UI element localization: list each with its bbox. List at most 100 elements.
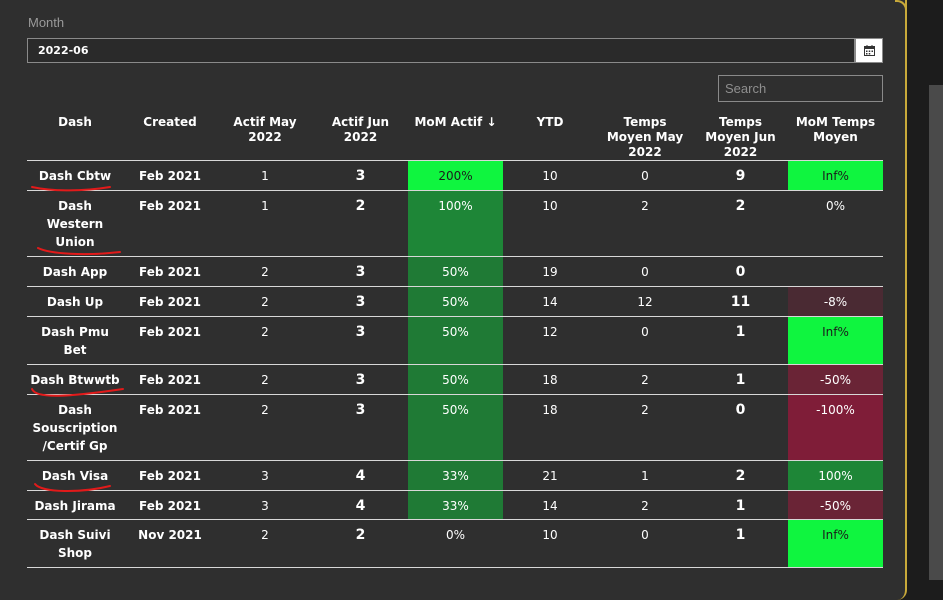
cell-actif-may: 2 <box>217 364 313 395</box>
cell-temps-may: 0 <box>597 256 693 287</box>
cell-dash: Dash Jirama <box>27 490 123 520</box>
cell-created: Feb 2021 <box>123 256 217 287</box>
cell-mom-temps: 0% <box>788 190 883 257</box>
cell-dash: Dash Pmu Bet <box>27 316 123 365</box>
cell-mom-temps: -8% <box>788 286 883 317</box>
cell-ytd: 14 <box>503 490 597 520</box>
col-header-ytd[interactable]: YTD <box>503 108 597 161</box>
cell-mom-temps: 100% <box>788 460 883 491</box>
col-header-actif-jun[interactable]: Actif Jun 2022 <box>313 108 408 161</box>
cell-created: Feb 2021 <box>123 394 217 461</box>
cell-actif-may: 1 <box>217 190 313 257</box>
cell-temps-may: 2 <box>597 394 693 461</box>
cell-temps-may: 0 <box>597 160 693 191</box>
table-row: Dash Western Union Feb 2021 1 2 100% 10 … <box>27 190 883 257</box>
cell-created: Feb 2021 <box>123 160 217 191</box>
col-header-actif-may[interactable]: Actif May 2022 <box>217 108 313 161</box>
cell-temps-jun: 11 <box>693 286 788 317</box>
dash-table: Dash Created Actif May 2022 Actif Jun 20… <box>27 108 883 568</box>
cell-actif-may: 2 <box>217 286 313 317</box>
cell-created: Feb 2021 <box>123 364 217 395</box>
cell-actif-jun: 4 <box>313 460 408 491</box>
page-scrollbar[interactable] <box>929 85 943 580</box>
cell-temps-jun: 1 <box>693 519 788 568</box>
table-row: Dash Up Feb 2021 2 3 50% 14 12 11 -8% <box>27 286 883 317</box>
cell-temps-may: 2 <box>597 190 693 257</box>
cell-actif-jun: 3 <box>313 316 408 365</box>
cell-created: Feb 2021 <box>123 190 217 257</box>
cell-created: Feb 2021 <box>123 286 217 317</box>
cell-actif-may: 3 <box>217 460 313 491</box>
cell-actif-jun: 4 <box>313 490 408 520</box>
cell-dash: Dash App <box>27 256 123 287</box>
cell-mom-actif: 200% <box>408 160 503 191</box>
cell-temps-jun: 1 <box>693 316 788 365</box>
cell-temps-may: 0 <box>597 316 693 365</box>
cell-mom-actif: 50% <box>408 256 503 287</box>
month-input[interactable]: 2022-06 <box>27 38 855 63</box>
table-row: Dash Btwwtb Feb 2021 2 3 50% 18 2 1 -50% <box>27 364 883 395</box>
panel-border-corner <box>895 0 907 12</box>
cell-dash: Dash Visa <box>27 460 123 491</box>
col-header-dash[interactable]: Dash <box>27 108 123 161</box>
cell-temps-may: 2 <box>597 364 693 395</box>
cell-mom-actif: 50% <box>408 316 503 365</box>
cell-mom-actif: 50% <box>408 286 503 317</box>
cell-mom-temps: Inf% <box>788 519 883 568</box>
table-header-row: Dash Created Actif May 2022 Actif Jun 20… <box>27 108 883 161</box>
cell-mom-actif: 33% <box>408 490 503 520</box>
cell-ytd: 10 <box>503 519 597 568</box>
cell-ytd: 10 <box>503 190 597 257</box>
cell-ytd: 14 <box>503 286 597 317</box>
col-header-temps-jun[interactable]: Temps Moyen Jun 2022 <box>693 108 788 161</box>
cell-temps-jun: 0 <box>693 394 788 461</box>
cell-mom-temps: Inf% <box>788 316 883 365</box>
table-row: Dash App Feb 2021 2 3 50% 19 0 0 <box>27 256 883 287</box>
cell-actif-jun: 3 <box>313 364 408 395</box>
table-row: Dash Pmu Bet Feb 2021 2 3 50% 12 0 1 Inf… <box>27 316 883 365</box>
cell-dash: Dash Western Union <box>27 190 123 257</box>
cell-actif-may: 3 <box>217 490 313 520</box>
calendar-icon <box>863 45 875 56</box>
cell-actif-jun: 3 <box>313 394 408 461</box>
cell-created: Feb 2021 <box>123 460 217 491</box>
cell-ytd: 19 <box>503 256 597 287</box>
cell-actif-jun: 3 <box>313 286 408 317</box>
cell-temps-jun: 0 <box>693 256 788 287</box>
cell-dash: Dash Btwwtb <box>27 364 123 395</box>
cell-ytd: 18 <box>503 364 597 395</box>
cell-mom-actif: 33% <box>408 460 503 491</box>
cell-ytd: 18 <box>503 394 597 461</box>
cell-ytd: 10 <box>503 160 597 191</box>
cell-created: Nov 2021 <box>123 519 217 568</box>
cell-mom-actif: 0% <box>408 519 503 568</box>
table-row: Dash Cbtw Feb 2021 1 3 200% 10 0 9 Inf% <box>27 160 883 191</box>
cell-created: Feb 2021 <box>123 316 217 365</box>
col-header-mom-actif[interactable]: MoM Actif ↓ <box>408 108 503 161</box>
cell-mom-temps: -50% <box>788 364 883 395</box>
search-input[interactable] <box>718 75 883 102</box>
cell-actif-jun: 3 <box>313 160 408 191</box>
calendar-button[interactable] <box>855 38 883 63</box>
cell-actif-may: 1 <box>217 160 313 191</box>
table-row: Dash Suivi Shop Nov 2021 2 2 0% 10 0 1 I… <box>27 519 883 568</box>
cell-mom-temps <box>788 256 883 287</box>
table-row: Dash Jirama Feb 2021 3 4 33% 14 2 1 -50% <box>27 490 883 520</box>
cell-temps-may: 2 <box>597 490 693 520</box>
cell-ytd: 21 <box>503 460 597 491</box>
cell-actif-jun: 3 <box>313 256 408 287</box>
col-header-temps-may[interactable]: Temps Moyen May 2022 <box>597 108 693 161</box>
cell-mom-actif: 50% <box>408 364 503 395</box>
col-header-created[interactable]: Created <box>123 108 217 161</box>
cell-temps-jun: 2 <box>693 190 788 257</box>
cell-temps-may: 1 <box>597 460 693 491</box>
cell-actif-may: 2 <box>217 394 313 461</box>
cell-temps-jun: 2 <box>693 460 788 491</box>
cell-dash: Dash Suivi Shop <box>27 519 123 568</box>
col-header-mom-temps[interactable]: MoM Temps Moyen <box>788 108 883 161</box>
table-row: Dash Souscription /Certif Gp Feb 2021 2 … <box>27 394 883 461</box>
cell-actif-may: 2 <box>217 256 313 287</box>
cell-mom-temps: -100% <box>788 394 883 461</box>
cell-dash: Dash Souscription /Certif Gp <box>27 394 123 461</box>
cell-actif-may: 2 <box>217 519 313 568</box>
